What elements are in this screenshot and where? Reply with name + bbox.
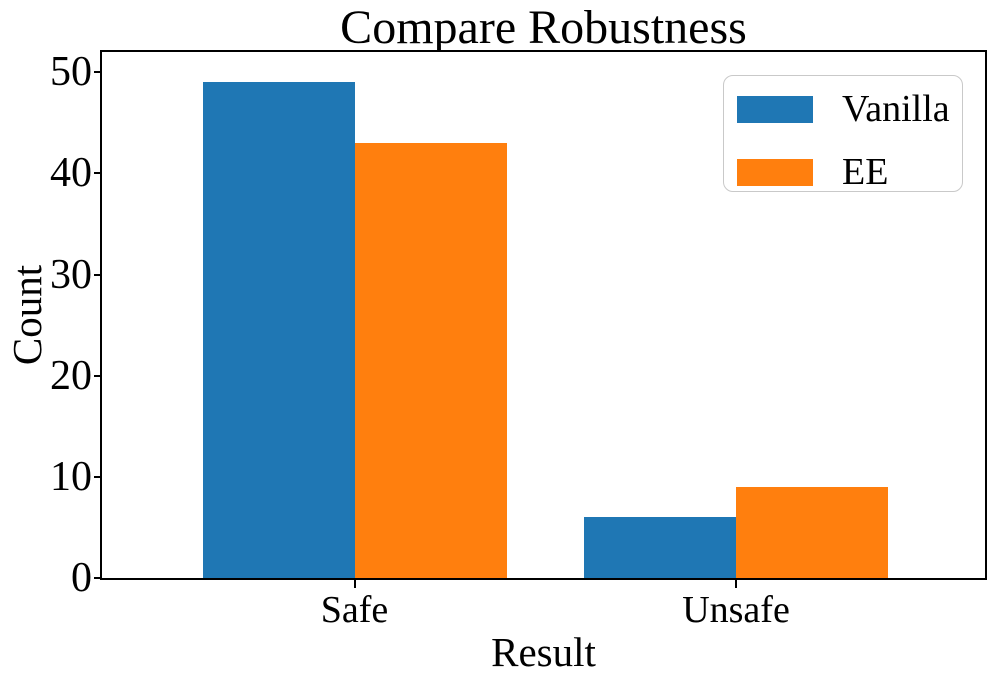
legend-box: Vanilla EE bbox=[723, 75, 963, 192]
bar-safe-vanilla bbox=[202, 82, 355, 578]
y-tick-label: 0 bbox=[71, 555, 92, 601]
x-tick-label: Safe bbox=[320, 589, 389, 631]
x-tick-mark bbox=[353, 580, 356, 588]
y-tick-label: 40 bbox=[50, 150, 92, 197]
y-tick-mark bbox=[94, 172, 102, 175]
y-tick-mark bbox=[94, 577, 102, 579]
y-tick-label: 30 bbox=[50, 251, 92, 298]
bar-unsafe-vanilla bbox=[584, 517, 736, 578]
y-tick-mark bbox=[94, 475, 102, 478]
bar-unsafe-ee bbox=[736, 487, 888, 578]
plot-area: Vanilla EE bbox=[100, 50, 987, 580]
legend-swatch-ee bbox=[737, 158, 813, 186]
legend-label: Vanilla bbox=[842, 88, 950, 130]
bar-safe-ee bbox=[354, 143, 507, 578]
y-tick-label: 20 bbox=[50, 352, 92, 399]
legend-entry-ee: EE bbox=[737, 153, 962, 191]
y-tick-label: 50 bbox=[50, 49, 92, 96]
legend-swatch-vanilla bbox=[737, 95, 813, 123]
legend-label: EE bbox=[842, 151, 889, 193]
x-tick-label: Unsafe bbox=[682, 589, 790, 631]
y-tick-mark bbox=[94, 374, 102, 377]
y-tick-label: 10 bbox=[50, 453, 92, 500]
y-tick-mark bbox=[94, 273, 102, 276]
y-tick-mark bbox=[94, 71, 102, 74]
legend-entry-vanilla: Vanilla bbox=[737, 90, 962, 128]
x-tick-mark bbox=[735, 580, 737, 588]
x-axis-label: Result bbox=[491, 629, 596, 675]
chart-title: Compare Robustness bbox=[340, 1, 747, 54]
